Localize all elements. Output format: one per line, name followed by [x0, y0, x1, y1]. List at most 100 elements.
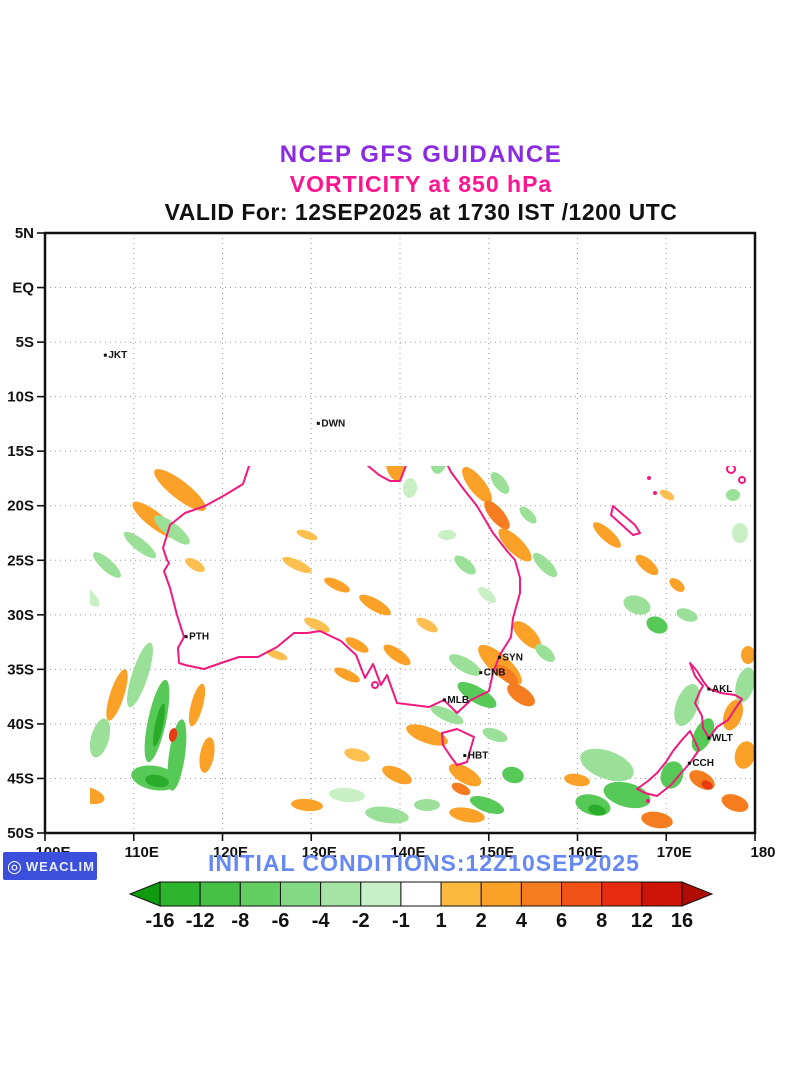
colorbar-tick-label: -16 [146, 910, 175, 932]
vorticity-blob [484, 500, 510, 530]
city-label-MLB: MLB [447, 695, 469, 706]
y-axis-label: 45S [7, 770, 34, 787]
vorticity-blob [691, 718, 715, 752]
y-axis-label: 40S [7, 716, 34, 733]
vorticity-blob [430, 466, 448, 474]
city-marker-SYN [497, 655, 501, 659]
vorticity-blob [610, 421, 630, 445]
colorbar-left-arrow [128, 881, 161, 907]
vorticity-blob [87, 266, 113, 291]
vorticity-blob [466, 361, 495, 381]
vorticity-blob [242, 290, 258, 300]
vorticity-blob [46, 312, 79, 347]
colorbar-tick-label: 6 [556, 910, 567, 932]
vorticity-blob [225, 356, 256, 371]
vorticity-blob [183, 339, 211, 351]
y-axis-label: 35S [7, 661, 34, 678]
vorticity-blob [145, 774, 169, 788]
city-marker-WLT [707, 736, 711, 740]
colorbar-segment [320, 881, 362, 907]
x-axis-label: 160E [568, 844, 603, 861]
city-marker-CCH [687, 761, 691, 765]
vorticity-blob [701, 780, 713, 790]
coastline-new-caledonia [610, 505, 641, 536]
weaclim-logo: ◎ WEACLIM [3, 852, 97, 880]
vorticity-blob [52, 755, 82, 776]
vorticity-blob [359, 594, 391, 616]
map-frame [43, 231, 757, 835]
colorbar-segment [239, 881, 281, 907]
vorticity-blob [454, 555, 476, 575]
vorticity-blob [593, 522, 621, 548]
vorticity-blob [464, 434, 486, 453]
y-axis-label: 25S [7, 552, 34, 569]
vorticity-blob [722, 699, 744, 731]
coastline-lesser-sunda [198, 377, 291, 405]
colorbar-tick-label: 2 [476, 910, 487, 932]
vorticity-blob [689, 770, 715, 790]
vorticity-blob [669, 578, 685, 592]
x-axis-label: 130E [302, 844, 337, 861]
vorticity-blob [414, 421, 432, 445]
vorticity-blob [304, 617, 330, 633]
vorticity-blob [100, 368, 181, 390]
vorticity-blob [563, 346, 583, 356]
city-label-WLT: WLT [712, 733, 733, 744]
vorticity-blob [90, 583, 100, 607]
vorticity-blob [641, 811, 673, 829]
colorbar-tick-label: -1 [392, 910, 410, 932]
coastline-sumatra [45, 255, 97, 352]
vorticity-blob [106, 669, 128, 721]
city-label-CCH: CCH [692, 758, 714, 769]
x-axis-label: 150E [479, 844, 514, 861]
x-axis-label: 170E [657, 844, 692, 861]
vorticity-blob [659, 489, 675, 501]
vorticity-blob [451, 782, 471, 796]
vorticity-blob [477, 586, 497, 604]
vorticity-blob [95, 364, 115, 374]
colorbar-segment [360, 881, 402, 907]
colorbar-segment [279, 881, 322, 907]
initial-conditions-text: INITIAL CONDITIONS:12Z10SEP2025 [208, 850, 640, 876]
city-marker-DWN [316, 421, 320, 425]
vorticity-blob [402, 478, 418, 498]
vorticity-blob [154, 250, 172, 260]
vorticity-blob [660, 761, 684, 789]
vorticity-blob [699, 321, 715, 329]
vorticity-blob [383, 298, 416, 312]
colorbar-segment [440, 881, 482, 907]
vorticity-blob [168, 306, 188, 316]
vorticity-blob [457, 682, 497, 708]
axis-layer: 5NEQ5S10S15S20S25S30S35S40S45S50S100E110… [7, 225, 775, 861]
vorticity-blob [188, 683, 206, 727]
vorticity-blob [296, 529, 318, 541]
vorticity-blob [741, 646, 755, 664]
colorbar-segment [159, 881, 201, 907]
colorbar-tick-label: -2 [352, 910, 370, 932]
colorbar: -16 -12 -8 -6 -4 -2 -1 1 2 4 6 8 12 16 [128, 881, 714, 932]
vorticity-blob [416, 617, 438, 633]
x-axis-label: 140E [390, 844, 425, 861]
city-marker-HBT [463, 754, 467, 758]
vorticity-blob [445, 342, 484, 369]
vorticity-blob [676, 608, 698, 622]
vorticity-blob [271, 403, 309, 422]
x-axis-label: 180 [750, 844, 775, 861]
colorbar-right-arrow [681, 881, 714, 907]
vorticity-blob [295, 348, 315, 358]
vorticity-blob [352, 316, 398, 341]
coastline-sulawesi [212, 271, 254, 350]
vorticity-blob [735, 667, 755, 703]
vorticity-blob [344, 748, 370, 762]
vorticity-blob [532, 552, 558, 578]
city-marker-MLB [442, 698, 446, 702]
vorticity-blob [199, 737, 215, 773]
chart-title: NCEP GFS GUIDANCE [279, 141, 563, 168]
vorticity-blob [282, 556, 312, 574]
vorticity-blob [324, 577, 350, 593]
coastline-borneo [125, 233, 213, 329]
colorbar-segment [480, 881, 522, 907]
vorticity-blob [168, 728, 178, 742]
vorticity-blob [351, 426, 384, 441]
